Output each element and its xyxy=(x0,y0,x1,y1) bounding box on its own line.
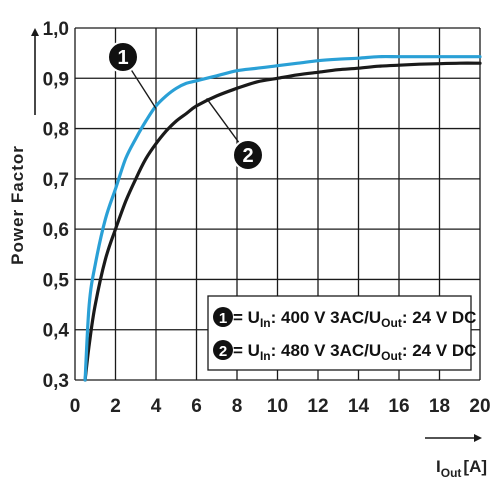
x-tick-label: 0 xyxy=(70,396,81,417)
x-axis-label-group: IOut [A] xyxy=(425,434,487,480)
x-tick-label: 6 xyxy=(191,396,202,417)
legend-entry-1: 1 = UIn: 400 V 3AC/UOut: 24 V DC xyxy=(213,307,476,330)
y-tick-labels: 0,3 0,4 0,5 0,6 0,7 0,8 0,9 1,0 xyxy=(43,19,70,392)
legend-marker-2 xyxy=(213,340,233,360)
callout-number-1: 1 xyxy=(117,47,128,69)
y-tick-label: 0,7 xyxy=(43,170,69,191)
y-tick-label: 0,4 xyxy=(43,321,70,342)
x-tick-label: 8 xyxy=(232,396,243,417)
legend-entry-2: 2 = UIn: 480 V 3AC/UOut: 24 V DC xyxy=(213,340,476,363)
y-tick-label: 0,9 xyxy=(43,69,69,90)
y-tick-label: 0,5 xyxy=(43,270,70,291)
x-tick-label: 2 xyxy=(110,396,121,417)
x-tick-label: 10 xyxy=(267,396,288,417)
legend-box xyxy=(207,295,472,371)
series-line-1 xyxy=(83,54,482,382)
legend-text-1: = UIn: 400 V 3AC/UOut: 24 V DC xyxy=(233,308,476,330)
x-tick-label: 16 xyxy=(388,396,409,417)
y-tick-label: 0,8 xyxy=(43,120,69,141)
x-axis-label: IOut [A] xyxy=(436,457,487,480)
callout-number-2: 2 xyxy=(242,145,253,167)
callout-bubble-2 xyxy=(232,139,264,171)
x-tick-label: 4 xyxy=(151,396,162,417)
y-axis-label-group: Power Factor xyxy=(8,28,39,265)
x-tick-label: 18 xyxy=(429,396,450,417)
x-tick-label: 14 xyxy=(348,396,370,417)
series-lines xyxy=(83,54,482,382)
x-tick-labels: 0 2 4 6 8 10 12 14 16 18 20 xyxy=(70,396,491,417)
y-axis-label: Power Factor xyxy=(8,145,27,265)
legend: 1 = UIn: 400 V 3AC/UOut: 24 V DC 2 = UIn… xyxy=(207,295,476,371)
series-line-2 xyxy=(83,61,482,382)
legend-text-2: = UIn: 480 V 3AC/UOut: 24 V DC xyxy=(233,341,476,363)
y-tick-label: 0,6 xyxy=(43,220,69,241)
x-tick-label: 20 xyxy=(469,396,490,417)
callouts: 12 xyxy=(107,41,264,171)
legend-marker-1-num: 1 xyxy=(219,310,227,327)
callout-bubble-1 xyxy=(107,41,139,73)
y-tick-label: 0,3 xyxy=(43,371,69,392)
y-tick-label: 1,0 xyxy=(43,19,69,40)
legend-marker-2-num: 2 xyxy=(219,343,227,360)
x-tick-label: 12 xyxy=(307,396,328,417)
legend-marker-1 xyxy=(213,307,233,327)
